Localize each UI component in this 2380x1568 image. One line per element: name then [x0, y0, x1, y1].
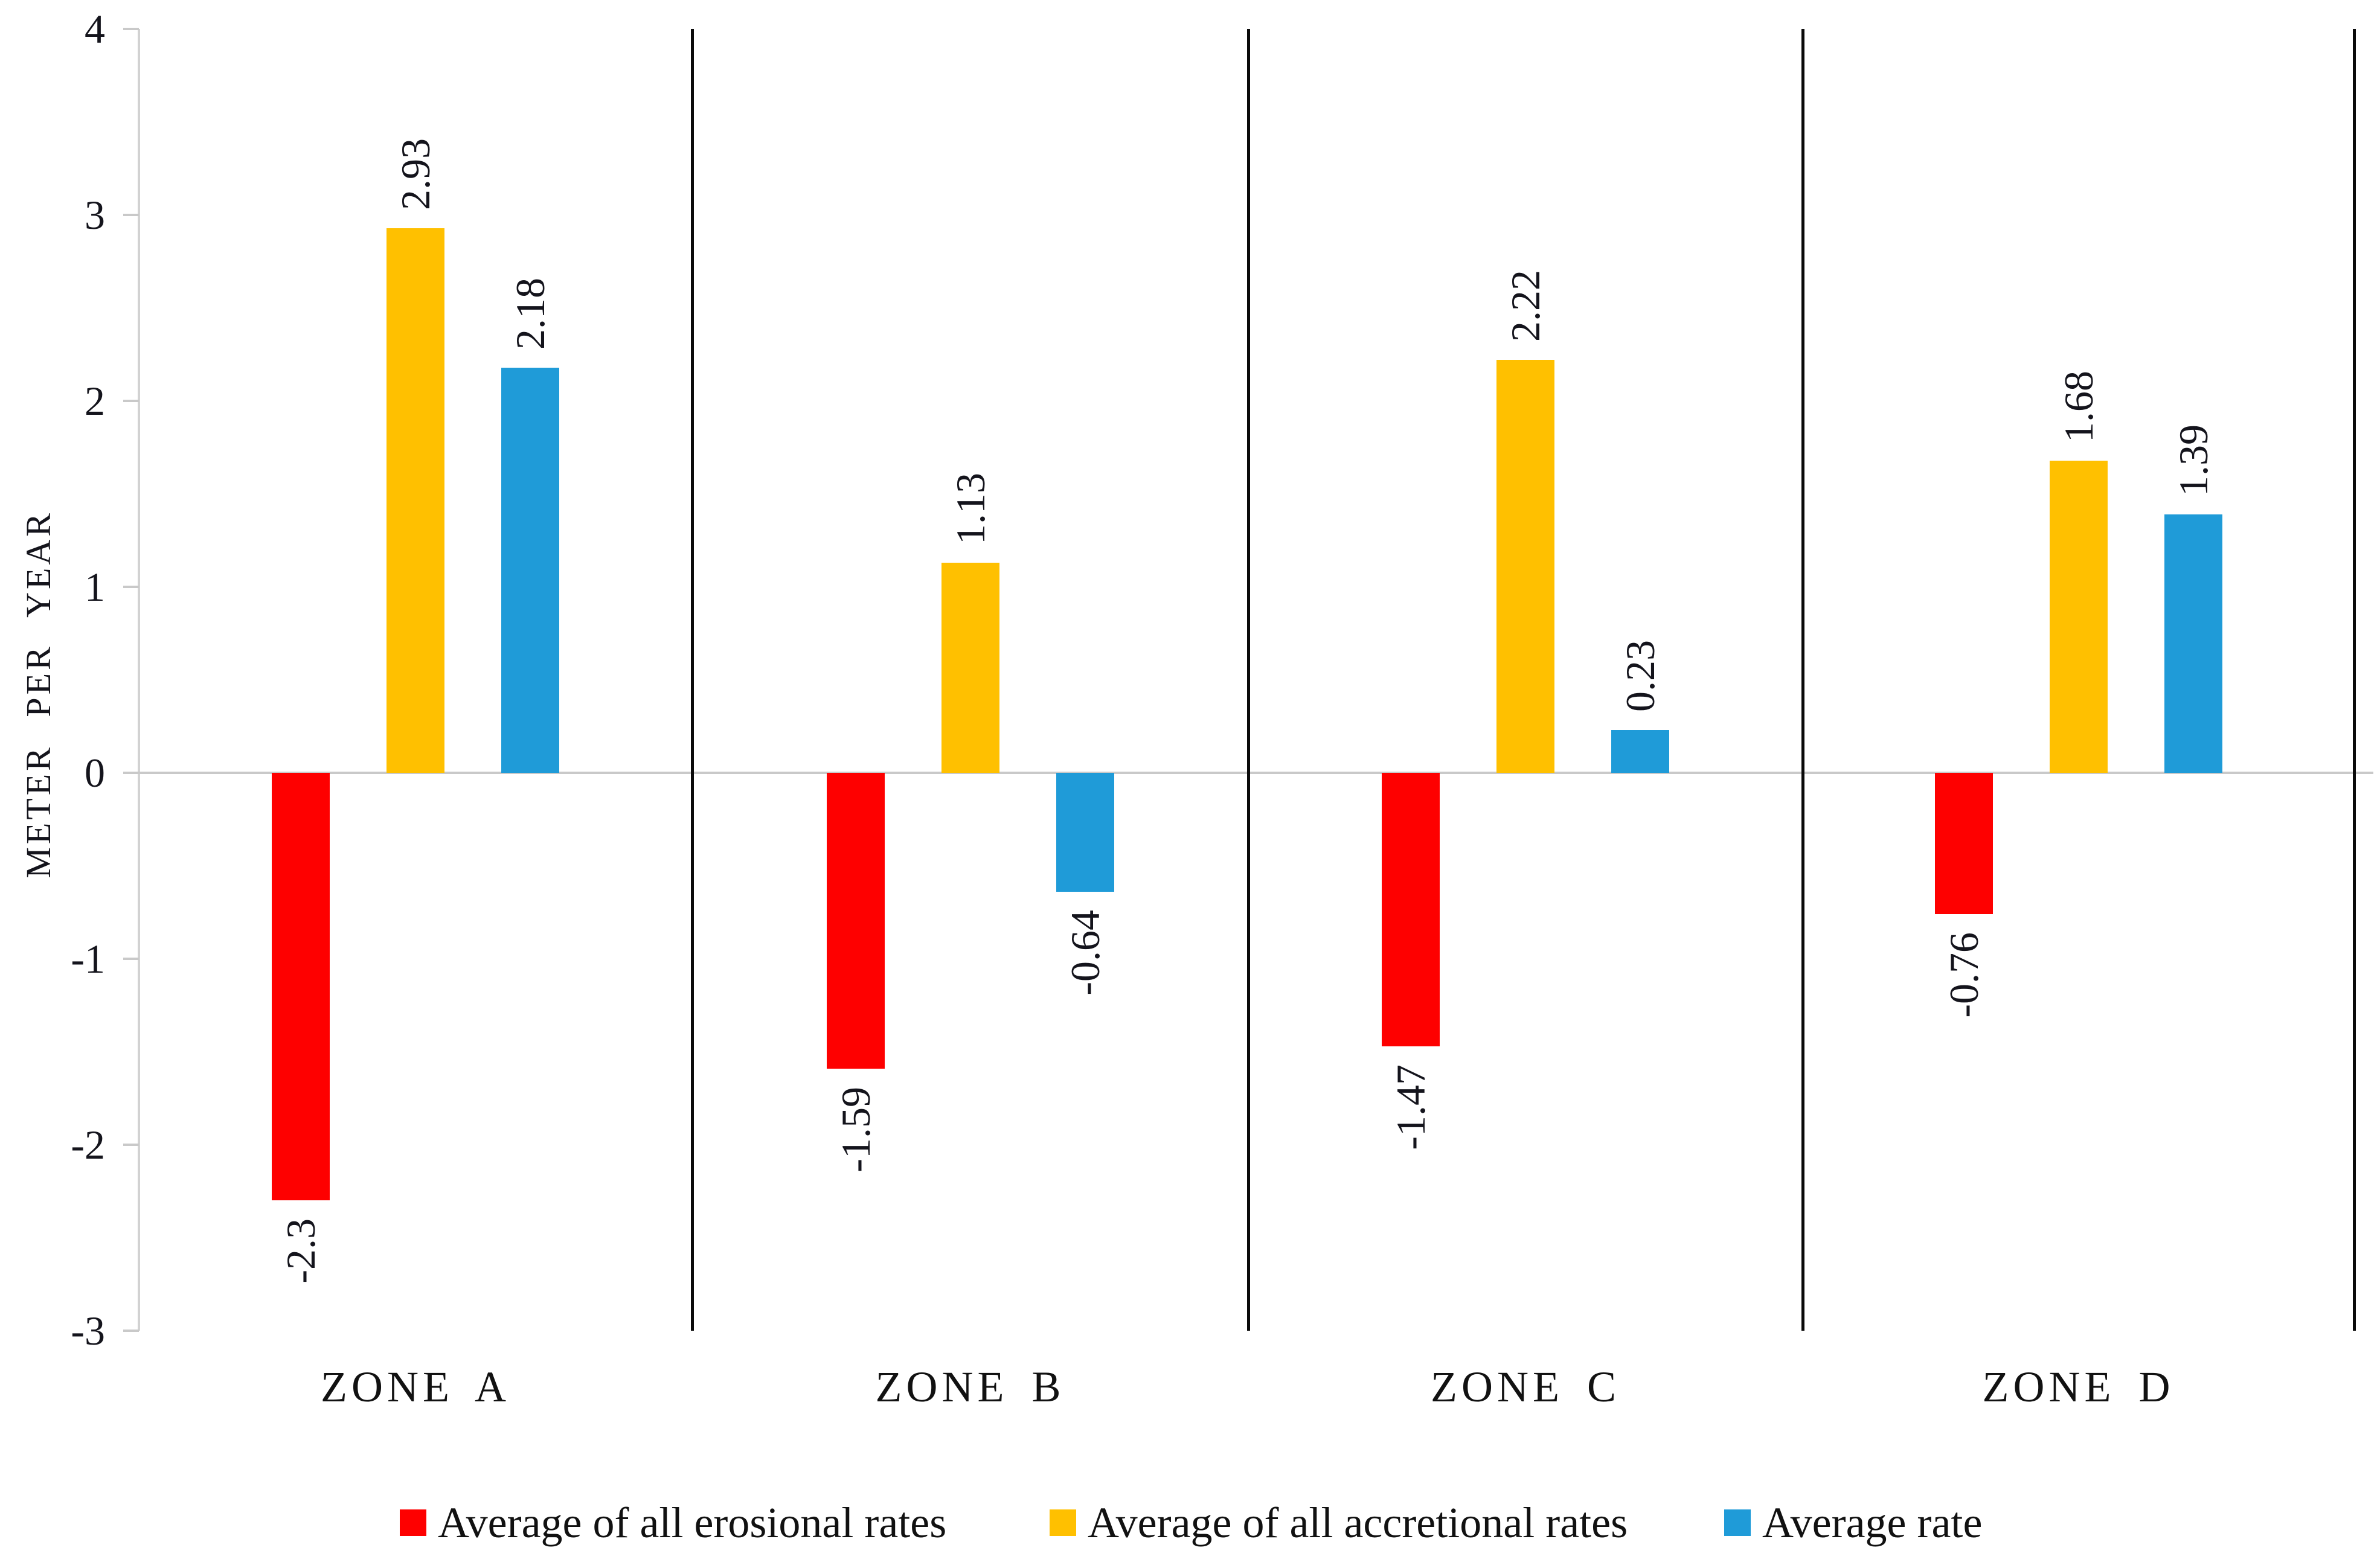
zone-divider-line — [691, 29, 694, 1331]
bar-data-label: 2.22 — [1503, 270, 1548, 342]
y-tick — [123, 958, 139, 960]
bar — [387, 228, 444, 773]
y-tick — [123, 214, 139, 216]
legend-swatch-icon — [400, 1509, 426, 1536]
y-tick — [123, 28, 139, 30]
bar-data-label: 2.18 — [507, 277, 553, 350]
zone-label: ZONE A — [321, 1363, 510, 1411]
y-tick-label: 3 — [85, 192, 105, 238]
bar — [1934, 773, 1993, 915]
y-axis-line — [138, 29, 140, 1331]
y-tick-label: 1 — [85, 564, 105, 610]
zone-divider-line — [2353, 29, 2356, 1331]
bar — [1496, 360, 1554, 773]
legend-item: Average of all erosional rates — [400, 1491, 946, 1554]
bar-data-label: 1.68 — [2055, 370, 2102, 443]
y-tick-label: 2 — [85, 378, 105, 424]
zone-label: ZONE C — [1431, 1363, 1620, 1411]
zero-gridline — [139, 772, 2373, 774]
zone-divider-line — [1247, 29, 1250, 1331]
y-tick — [123, 1144, 139, 1146]
y-tick — [123, 586, 139, 588]
bar — [1611, 730, 1669, 773]
zone-label: ZONE D — [1982, 1363, 2175, 1411]
legend-swatch-icon — [1724, 1509, 1751, 1536]
y-tick-label: 4 — [85, 6, 105, 52]
bar-data-label: -2.3 — [278, 1218, 324, 1284]
bar — [826, 773, 885, 1069]
legend-swatch-icon — [1050, 1509, 1076, 1536]
bar-data-label: 0.23 — [1617, 640, 1663, 712]
legend-label: Average of all accretional rates — [1088, 1498, 1628, 1547]
legend-item: Average rate — [1724, 1491, 1982, 1554]
y-tick-label: -3 — [71, 1308, 105, 1354]
bar — [2164, 514, 2222, 773]
zone-label: ZONE B — [875, 1363, 1065, 1411]
bar — [1382, 773, 1440, 1046]
zone-divider-line — [1801, 29, 1804, 1331]
y-tick — [123, 1330, 139, 1332]
bar-data-label: 2.93 — [393, 138, 438, 210]
bar — [2049, 460, 2108, 773]
y-tick-label: -2 — [71, 1122, 105, 1168]
y-tick-label: -1 — [71, 936, 105, 982]
bar — [272, 773, 330, 1201]
y-tick — [123, 400, 139, 402]
legend-label: Average rate — [1762, 1498, 1983, 1547]
y-tick — [123, 772, 139, 774]
bar-data-label: -0.64 — [1062, 910, 1108, 996]
bar-data-label: -0.76 — [1940, 932, 1987, 1018]
bar — [501, 367, 559, 773]
y-tick-label: 0 — [85, 750, 105, 796]
bar-data-label: 1.39 — [2170, 424, 2216, 496]
bar — [1056, 773, 1114, 892]
legend-label: Average of all erosional rates — [438, 1498, 947, 1547]
bar — [941, 562, 999, 773]
bar-data-label: 1.13 — [947, 472, 993, 545]
bar-data-label: -1.59 — [832, 1086, 879, 1173]
legend-item: Average of all accretional rates — [1050, 1491, 1628, 1554]
bar-data-label: -1.47 — [1388, 1064, 1434, 1150]
